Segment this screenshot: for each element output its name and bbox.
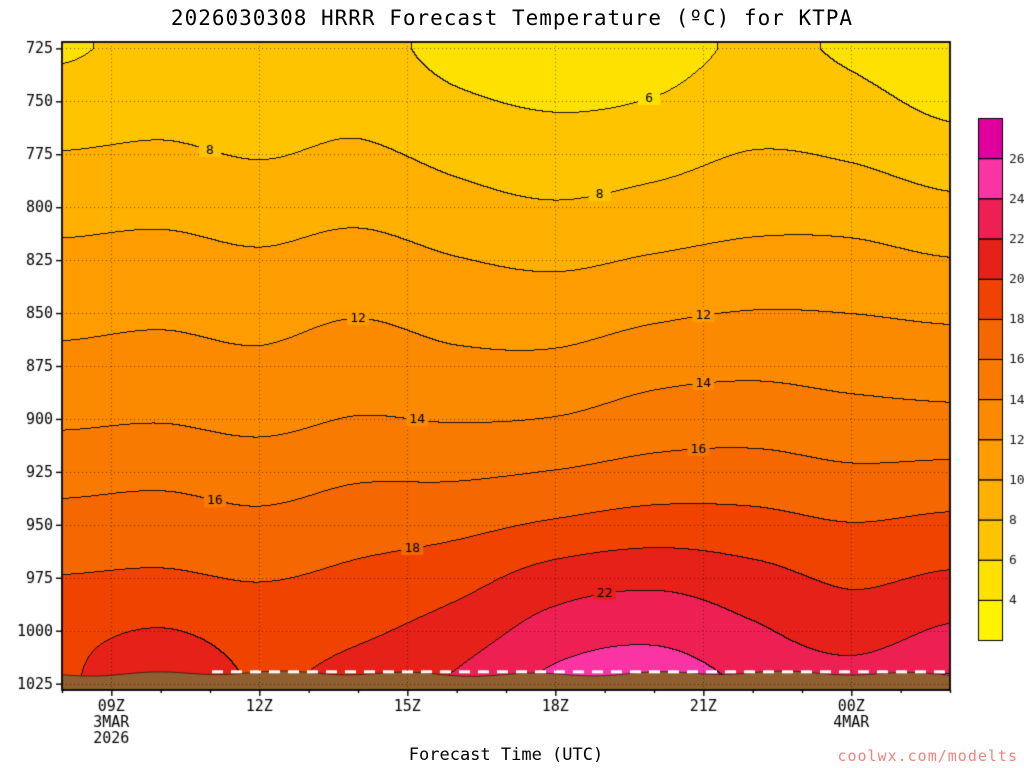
watermark-link[interactable]: coolwx.com/modelts xyxy=(837,747,1018,765)
x-axis-title: Forecast Time (UTC) xyxy=(408,745,604,765)
chart-title: 2026030308 HRRR Forecast Temperature (ºC… xyxy=(170,6,854,30)
